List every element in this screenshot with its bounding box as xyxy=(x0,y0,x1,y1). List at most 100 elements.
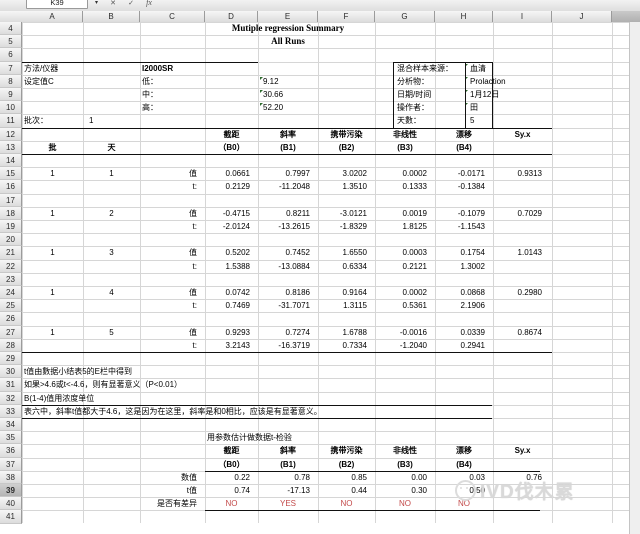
accept-icon[interactable]: ✓ xyxy=(128,0,134,7)
run-day[interactable]: 2 xyxy=(109,208,114,218)
info-value-high[interactable]: 52.20 xyxy=(263,103,284,113)
row-header-20[interactable]: 20 xyxy=(0,233,22,247)
table-header1-3[interactable]: 截距 xyxy=(223,129,240,139)
ttest-cell[interactable]: -17.13 xyxy=(287,486,310,495)
run-value-label[interactable]: 值 xyxy=(189,248,197,258)
run-t-value[interactable]: -31.7071 xyxy=(278,301,310,311)
ttest-cell[interactable]: 0.00 xyxy=(411,472,427,482)
run-t-value[interactable]: 1.8125 xyxy=(402,222,427,231)
run-t-value[interactable]: 0.2121 xyxy=(402,261,427,271)
info-label-batch[interactable]: 批次： xyxy=(24,116,48,126)
info-right-value-3[interactable]: 田 xyxy=(470,103,478,113)
ttest-cell[interactable]: 0.85 xyxy=(351,472,367,482)
info-right-value-0[interactable]: 血清 xyxy=(470,63,486,73)
run-t-value[interactable]: 1.3510 xyxy=(342,182,367,192)
run-value[interactable]: -3.0121 xyxy=(339,208,367,218)
chevron-down-icon[interactable]: ▾ xyxy=(94,0,98,6)
run-value[interactable]: 0.5202 xyxy=(225,248,250,258)
info-right-value-1[interactable]: Prolaction xyxy=(470,76,506,86)
column-header-g[interactable]: G xyxy=(375,11,435,22)
column-header-c[interactable]: C xyxy=(140,11,205,22)
ttest-title[interactable]: 用参数估计做数据t-检验 xyxy=(207,433,292,443)
row-header-13[interactable]: 13 xyxy=(0,140,22,154)
run-value[interactable]: 0.9293 xyxy=(225,327,250,337)
run-value-label[interactable]: 值 xyxy=(189,327,197,337)
table-header2-5[interactable]: (B2) xyxy=(338,142,355,152)
run-t-value[interactable]: -1.2040 xyxy=(399,340,427,350)
row-header-6[interactable]: 6 xyxy=(0,48,22,62)
column-header-d[interactable]: D xyxy=(205,11,258,22)
run-t-value[interactable]: 0.2941 xyxy=(460,340,485,350)
run-syx[interactable]: 0.9313 xyxy=(517,169,542,179)
row-header-19[interactable]: 19 xyxy=(0,220,22,234)
run-day[interactable]: 1 xyxy=(109,169,114,179)
info-value-method[interactable]: I2000SR xyxy=(142,63,174,73)
row-header-5[interactable]: 5 xyxy=(0,35,22,49)
run-value[interactable]: -0.0171 xyxy=(457,169,485,179)
info-label-high[interactable]: 高： xyxy=(142,103,158,113)
run-value[interactable]: 0.9164 xyxy=(342,288,367,297)
column-header-h[interactable]: H xyxy=(435,11,493,22)
table-header2-6[interactable]: (B3) xyxy=(397,142,413,152)
row-header-17[interactable]: 17 xyxy=(0,193,22,207)
run-value[interactable]: 0.7274 xyxy=(285,327,310,337)
ttest-cell[interactable]: NO xyxy=(458,499,470,509)
row-header-23[interactable]: 23 xyxy=(0,272,22,286)
ttest-header1-2[interactable]: 携带污染 xyxy=(330,446,363,456)
row-header-24[interactable]: 24 xyxy=(0,286,22,300)
run-t-value[interactable]: -11.2048 xyxy=(279,182,310,192)
row-header-35[interactable]: 35 xyxy=(0,431,22,445)
ttest-header1-4[interactable]: 漂移 xyxy=(456,446,472,456)
table-header1-8[interactable]: Sy.x xyxy=(514,129,531,139)
run-t-value[interactable]: 1.5388 xyxy=(225,261,250,271)
run-t-value[interactable]: -13.2615 xyxy=(278,222,310,231)
ttest-cell[interactable]: NO xyxy=(340,499,353,509)
info-label-setvalue[interactable]: 设定值C xyxy=(24,76,54,86)
run-value-label[interactable]: 值 xyxy=(189,169,197,179)
run-value[interactable]: 0.0019 xyxy=(402,208,427,218)
row-header-30[interactable]: 30 xyxy=(0,365,22,379)
info-right-label-1[interactable]: 分析物： xyxy=(397,76,429,86)
run-value[interactable]: 0.1754 xyxy=(460,248,485,258)
ttest-header1-3[interactable]: 非线性 xyxy=(393,446,417,456)
run-t-label[interactable]: t: xyxy=(192,222,197,231)
run-t-value[interactable]: -2.0124 xyxy=(222,222,250,231)
row-header-8[interactable]: 8 xyxy=(0,74,22,88)
run-batch[interactable]: 1 xyxy=(50,208,55,218)
info-right-label-2[interactable]: 日期/时间 xyxy=(397,90,432,99)
note-2[interactable]: B(1-4)值用浓度单位 xyxy=(24,393,95,403)
run-t-value[interactable]: 0.7469 xyxy=(225,301,250,311)
column-header-f[interactable]: F xyxy=(318,11,375,22)
row-header-21[interactable]: 21 xyxy=(0,246,22,260)
row-header-10[interactable]: 10 xyxy=(0,101,22,115)
table-header1-4[interactable]: 斜率 xyxy=(280,129,296,139)
table-header1-6[interactable]: 非线性 xyxy=(393,129,417,139)
run-value-label[interactable]: 值 xyxy=(189,208,197,218)
ttest-row-label[interactable]: t值 xyxy=(186,486,197,495)
ttest-header1-1[interactable]: 斜率 xyxy=(280,446,296,456)
run-syx[interactable]: 0.8674 xyxy=(517,327,542,337)
row-header-22[interactable]: 22 xyxy=(0,259,22,273)
info-right-value-2[interactable]: 1月12日 xyxy=(470,90,500,99)
run-value[interactable]: 0.7452 xyxy=(285,248,310,258)
row-header-31[interactable]: 31 xyxy=(0,378,22,392)
row-header-33[interactable]: 33 xyxy=(0,404,22,418)
ttest-cell[interactable]: NO xyxy=(399,499,411,509)
run-day[interactable]: 5 xyxy=(109,327,114,337)
ttest-header2-0[interactable]: （B0） xyxy=(218,459,245,469)
ttest-header2-4[interactable]: (B4) xyxy=(456,459,472,469)
ttest-cell[interactable]: 0.78 xyxy=(294,472,310,482)
ttest-cell[interactable]: 0.30 xyxy=(411,486,427,495)
ttest-cell[interactable]: NO xyxy=(225,499,238,509)
info-label-method[interactable]: 方法/仪器 xyxy=(24,63,59,73)
run-day[interactable]: 4 xyxy=(109,288,114,297)
run-value[interactable]: 1.6788 xyxy=(342,327,367,337)
ttest-header2-2[interactable]: (B2) xyxy=(338,459,355,469)
run-value[interactable]: -0.1079 xyxy=(457,208,485,218)
run-value[interactable]: 1.6550 xyxy=(342,248,367,258)
run-t-value[interactable]: 0.2129 xyxy=(225,182,250,192)
run-syx[interactable]: 0.2980 xyxy=(517,288,542,297)
cells-area[interactable]: Mutiple regression Summary All Runs 方法/仪器 I… xyxy=(22,22,640,523)
info-label-mid[interactable]: 中： xyxy=(142,90,158,99)
run-value[interactable]: 0.8211 xyxy=(286,208,310,218)
